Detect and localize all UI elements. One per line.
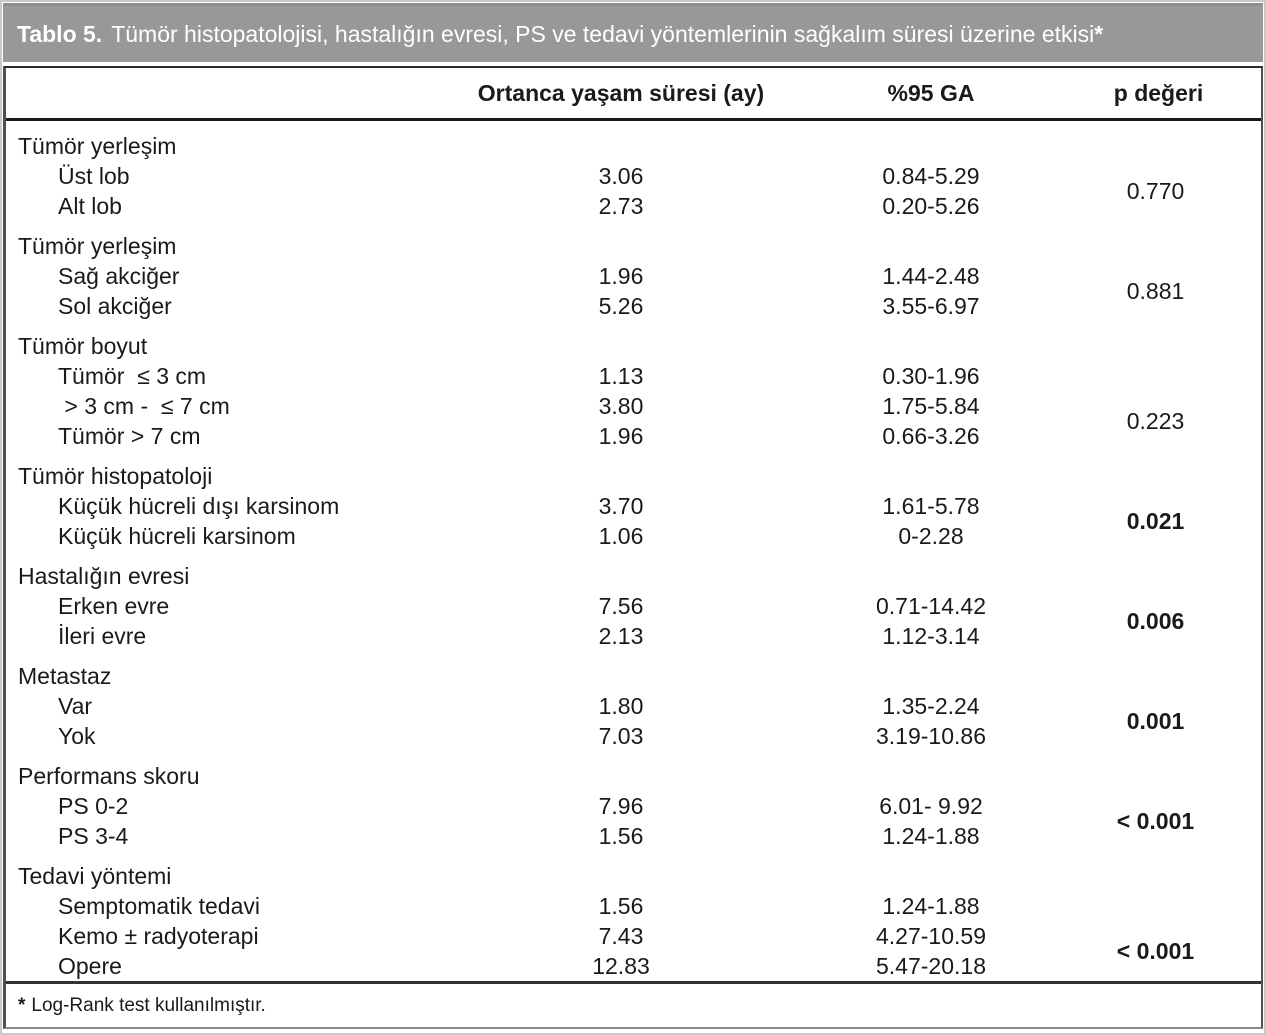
title-asterisk: * [1094, 20, 1104, 47]
ci-cell: 1.24-1.88 [882, 822, 980, 849]
ci-cell: 6.01- 9.92 [879, 792, 983, 819]
table-section: Tümör boyut Tümör ≤ 3 cm 1.13 0.30-1.96 > 3… [6, 321, 1261, 451]
section-header: Hastalığın evresi [18, 562, 190, 589]
table-section: Tümör histopatoloji Küçük hücreli dışı ka… [6, 451, 1261, 551]
table-body: Ortanca yaşam süresi (ay) %95 GA p değer… [3, 66, 1263, 1029]
footnote-marker: * [18, 995, 26, 1016]
column-header-row: Ortanca yaşam süresi (ay) %95 GA p değer… [6, 68, 1261, 121]
median-cell: 2.13 [598, 622, 644, 649]
column-header-median: Ortanca yaşam süresi (ay) [477, 79, 765, 106]
median-cell: 3.70 [598, 492, 644, 519]
table-title-band: Tablo 5. Tümör histopatolojisi, hastalığ… [3, 3, 1263, 62]
p-value-cell: < 0.001 [1116, 937, 1195, 964]
ci-cell: 3.55-6.97 [882, 292, 980, 319]
footnote-text: Log-Rank test kullanılmıştır. [31, 995, 266, 1016]
row-label: Tümör > 7 cm [58, 422, 201, 449]
row-label: PS 3-4 [58, 822, 129, 849]
row-label: Var [58, 692, 93, 719]
median-cell: 7.03 [598, 722, 644, 749]
median-cell: 7.43 [598, 922, 644, 949]
p-value-cell: 0.881 [1126, 277, 1185, 304]
row-label: Semptomatik tedavi [58, 892, 260, 919]
median-cell: 5.26 [598, 292, 644, 319]
p-value-cell: 0.021 [1126, 507, 1185, 534]
section-header: Performans skoru [18, 762, 200, 789]
median-cell: 1.56 [598, 822, 644, 849]
median-cell: 7.56 [598, 592, 644, 619]
median-cell: 12.83 [592, 952, 650, 979]
p-value-cell: 0.770 [1126, 177, 1185, 204]
ci-cell: 0.84-5.29 [882, 162, 980, 189]
ci-cell: 0.66-3.26 [882, 422, 980, 449]
row-label: Alt lob [58, 192, 122, 219]
ci-cell: 0.20-5.26 [882, 192, 980, 219]
median-cell: 1.56 [598, 892, 644, 919]
footnote: * Log-Rank test kullanılmıştır. [6, 981, 1261, 1017]
ci-cell: 0.30-1.96 [882, 362, 980, 389]
row-label: Sol akciğer [58, 292, 172, 319]
p-value-cell: 0.223 [1126, 407, 1185, 434]
ci-cell: 1.75-5.84 [882, 392, 980, 419]
row-label: Yok [58, 722, 96, 749]
section-header: Tümör yerleşim [18, 232, 177, 259]
ci-cell: 3.19-10.86 [876, 722, 986, 749]
column-header-ci: %95 GA [887, 79, 975, 106]
median-cell: 3.06 [598, 162, 644, 189]
ci-cell: 0.71-14.42 [876, 592, 986, 619]
median-cell: 3.80 [598, 392, 644, 419]
median-cell: 7.96 [598, 792, 644, 819]
ci-cell: 1.61-5.78 [882, 492, 980, 519]
median-cell: 1.06 [598, 522, 644, 549]
row-label: Opere [58, 952, 122, 979]
row-label: Sağ akciğer [58, 262, 180, 289]
table-section: Tümör yerleşim Üst lob 3.06 0.84-5.29 Alt lo… [6, 121, 1261, 221]
table-section: Performans skoru PS 0-2 7.96 6.01- 9.92 PS 3… [6, 751, 1261, 851]
ci-cell: 0-2.28 [898, 522, 964, 549]
section-header: Tümör yerleşim [18, 132, 177, 159]
median-cell: 1.80 [598, 692, 644, 719]
table-title-text: Tümör histopatolojisi, hastalığın evresi… [111, 20, 1095, 47]
ci-cell: 1.35-2.24 [882, 692, 980, 719]
p-value-cell: 0.001 [1126, 707, 1185, 734]
ci-cell: 4.27-10.59 [876, 922, 986, 949]
row-label: Küçük hücreli karsinom [58, 522, 296, 549]
table-section: Hastalığın evresi Erken evre 7.56 0.71-14.4… [6, 551, 1261, 651]
section-header: Metastaz [18, 662, 112, 689]
table-section: Tedavi yöntemi Semptomatik tedavi 1.56 1.24… [6, 851, 1261, 981]
row-label: Tümör ≤ 3 cm [58, 362, 207, 389]
section-header: Tümör histopatoloji [18, 462, 213, 489]
column-header-p: p değeri [1113, 79, 1204, 106]
median-cell: 1.13 [598, 362, 644, 389]
median-cell: 1.96 [598, 262, 644, 289]
table-section: Tümör yerleşim Sağ akciğer 1.96 1.44-2.48 So… [6, 221, 1261, 321]
row-label: Üst lob [58, 162, 130, 189]
row-label: Erken evre [58, 592, 170, 619]
ci-cell: 1.12-3.14 [882, 622, 980, 649]
table-number-label: Tablo 5. [17, 20, 103, 47]
median-cell: 2.73 [598, 192, 644, 219]
row-label: Kemo ± radyoterapi [58, 922, 259, 949]
ci-cell: 5.47-20.18 [876, 952, 986, 979]
row-label: Küçük hücreli dışı karsinom [58, 492, 340, 519]
section-header: Tedavi yöntemi [18, 862, 172, 889]
row-label: İleri evre [58, 622, 147, 649]
row-label: > 3 cm - ≤ 7 cm [58, 392, 230, 419]
p-value-cell: 0.006 [1126, 607, 1185, 634]
ci-cell: 1.24-1.88 [882, 892, 980, 919]
row-label: PS 0-2 [58, 792, 129, 819]
table-sections: Tümör yerleşim Üst lob 3.06 0.84-5.29 Alt lo… [6, 121, 1261, 981]
p-value-cell: < 0.001 [1116, 807, 1195, 834]
table-section: Metastaz Var 1.80 1.35-2.24 Yok 7.03 3.19-10.8… [6, 651, 1261, 751]
ci-cell: 1.44-2.48 [882, 262, 980, 289]
section-header: Tümör boyut [18, 332, 148, 359]
median-cell: 1.96 [598, 422, 644, 449]
